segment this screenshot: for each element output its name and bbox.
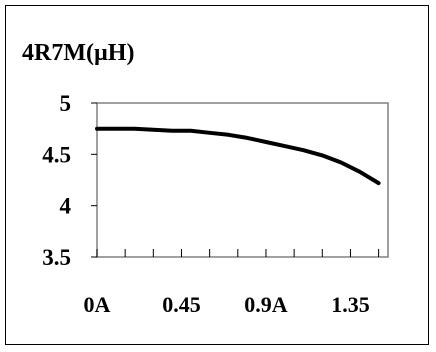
plot-area [96,102,389,258]
y-tick-label: 5 [60,91,72,116]
x-tick-label: 0A [84,292,111,317]
x-tick-label: 0.45 [162,292,201,317]
x-tick-label: 0.9A [244,292,288,317]
y-tick-label: 4.5 [42,142,71,167]
chart-title: 4R7M(µH) [22,40,134,66]
series-line [95,126,381,186]
x-tick-label: 1.35 [331,292,370,317]
x-axis-minor-ticks [124,249,380,257]
y-tick-label: 3.5 [42,245,71,270]
x-axis-ticks: 0A 0.45 0.9A 1.35 [84,249,370,317]
chart-frame [5,5,429,345]
y-tick-label: 4 [60,194,72,219]
y-axis-ticks: 5 4.5 4 3.5 [42,91,97,270]
